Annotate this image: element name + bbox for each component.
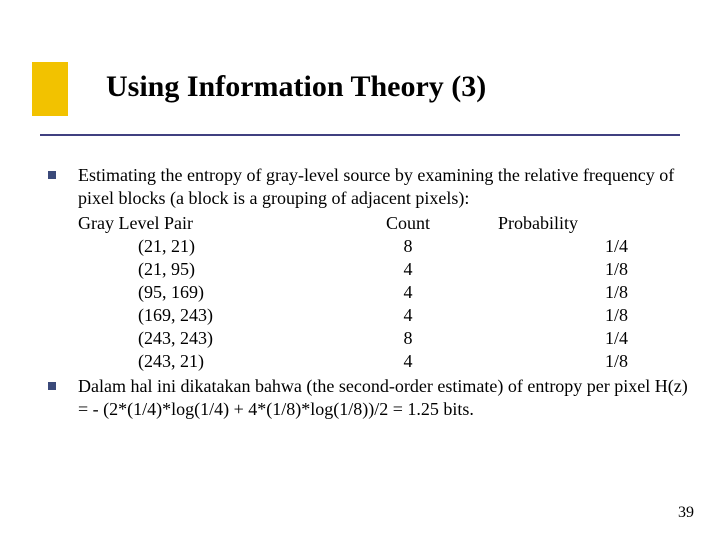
table-header: Gray Level Pair Count Probability (78, 212, 690, 235)
table-row: (21, 95) 4 1/8 (78, 258, 690, 281)
table-row: (21, 21) 8 1/4 (78, 235, 690, 258)
divider-line (40, 134, 680, 136)
table-cell: (243, 243) (78, 327, 348, 350)
table-col-header: Gray Level Pair (78, 212, 348, 235)
bullet-icon (48, 382, 56, 390)
table-cell: (21, 21) (78, 235, 348, 258)
slide-body: Estimating the entropy of gray-level sou… (40, 164, 690, 423)
table-cell: 1/8 (468, 350, 668, 373)
table-cell: 4 (348, 258, 468, 281)
table-row: (95, 169) 4 1/8 (78, 281, 690, 304)
table-cell: 1/4 (468, 235, 668, 258)
table-cell: 1/8 (468, 281, 668, 304)
table-cell: 4 (348, 350, 468, 373)
table-cell: 1/8 (468, 258, 668, 281)
table-row: (169, 243) 4 1/8 (78, 304, 690, 327)
table-cell: (169, 243) (78, 304, 348, 327)
table-cell: 1/8 (468, 304, 668, 327)
table-cell: 8 (348, 327, 468, 350)
table-cell: 4 (348, 281, 468, 304)
pair-table: Gray Level Pair Count Probability (21, 2… (78, 212, 690, 373)
table-col-header: Count (348, 212, 468, 235)
table-cell: 4 (348, 304, 468, 327)
accent-block (32, 62, 68, 116)
table-cell: (95, 169) (78, 281, 348, 304)
page-number: 39 (678, 504, 694, 522)
bullet-item: Estimating the entropy of gray-level sou… (40, 164, 690, 373)
table-cell: 8 (348, 235, 468, 258)
bullet-lead-text: Dalam hal ini dikatakan bahwa (the secon… (78, 375, 690, 421)
slide-title: Using Information Theory (3) (106, 70, 486, 104)
bullet-body: Dalam hal ini dikatakan bahwa (the secon… (78, 375, 690, 421)
table-cell: 1/4 (468, 327, 668, 350)
table-cell: (243, 21) (78, 350, 348, 373)
table-row: (243, 243) 8 1/4 (78, 327, 690, 350)
bullet-body: Estimating the entropy of gray-level sou… (78, 164, 690, 373)
table-row: (243, 21) 4 1/8 (78, 350, 690, 373)
table-cell: (21, 95) (78, 258, 348, 281)
bullet-item: Dalam hal ini dikatakan bahwa (the secon… (40, 375, 690, 421)
bullet-icon (48, 171, 56, 179)
table-col-header: Probability (468, 212, 668, 235)
bullet-lead-text: Estimating the entropy of gray-level sou… (78, 164, 690, 210)
slide: Using Information Theory (3) Estimating … (0, 0, 720, 540)
